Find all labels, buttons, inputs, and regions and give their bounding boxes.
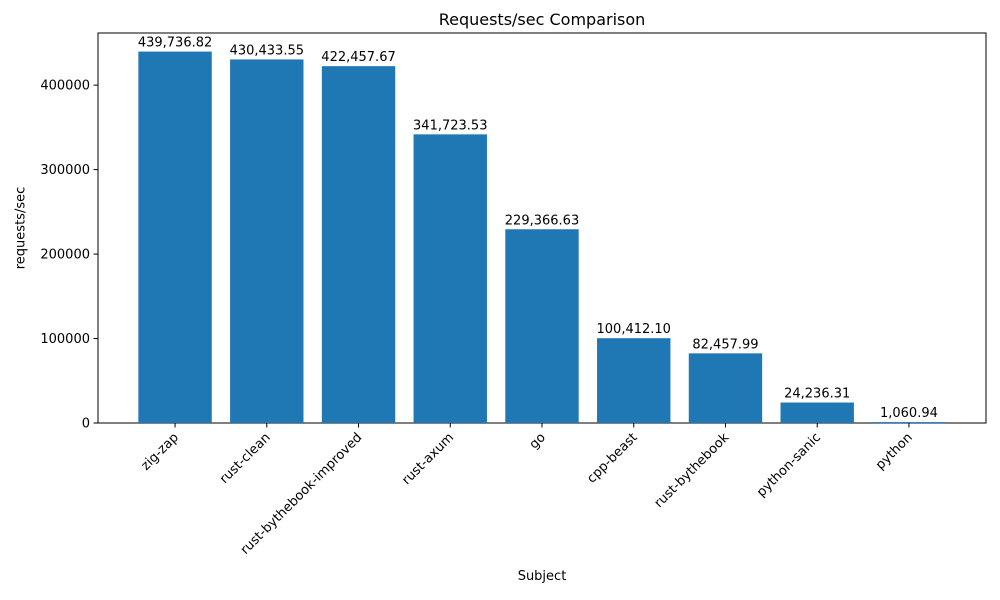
bar-rust-axum xyxy=(413,134,487,423)
x-tick-label: python xyxy=(873,430,916,473)
y-tick-label: 0 xyxy=(82,417,90,432)
bar-python-sanic xyxy=(780,402,854,423)
bar-value-label: 430,433.55 xyxy=(230,43,304,58)
bar-value-label: 341,723.53 xyxy=(413,118,487,133)
bar-rust-bythebook-improved xyxy=(321,66,396,423)
x-tick-label: python-sanic xyxy=(754,430,824,500)
x-tick-label: cpp-beast xyxy=(584,430,640,486)
chart-title: Requests/sec Comparison xyxy=(438,10,646,29)
bar-cpp-beast xyxy=(597,338,671,423)
x-tick-label: zig-zap xyxy=(138,430,181,473)
bar-python xyxy=(872,422,946,424)
bar-value-label: 422,457.67 xyxy=(321,50,395,65)
bar-rust-clean xyxy=(230,59,304,423)
bar-value-label: 439,736.82 xyxy=(138,36,212,51)
bar-zig-zap xyxy=(138,51,212,423)
y-tick-label: 100000 xyxy=(40,332,90,347)
y-tick-label: 200000 xyxy=(40,248,90,263)
bar-value-label: 100,412.10 xyxy=(597,322,671,337)
bar-value-label: 1,060.94 xyxy=(880,406,938,421)
x-tick-label: rust-axum xyxy=(399,430,457,488)
x-tick-label: rust-bythebook xyxy=(652,430,733,511)
bar-rust-bythebook xyxy=(688,353,763,423)
bar-go xyxy=(505,229,579,423)
x-axis-label: Subject xyxy=(517,569,567,584)
y-tick-label: 400000 xyxy=(40,79,90,94)
bar-value-label: 229,366.63 xyxy=(505,213,579,228)
bar-value-label: 24,236.31 xyxy=(784,387,850,402)
y-tick-label: 300000 xyxy=(40,163,90,178)
x-tick-label: go xyxy=(527,430,549,452)
bar-value-label: 82,457.99 xyxy=(692,337,758,352)
x-tick-label: rust-clean xyxy=(217,430,274,487)
